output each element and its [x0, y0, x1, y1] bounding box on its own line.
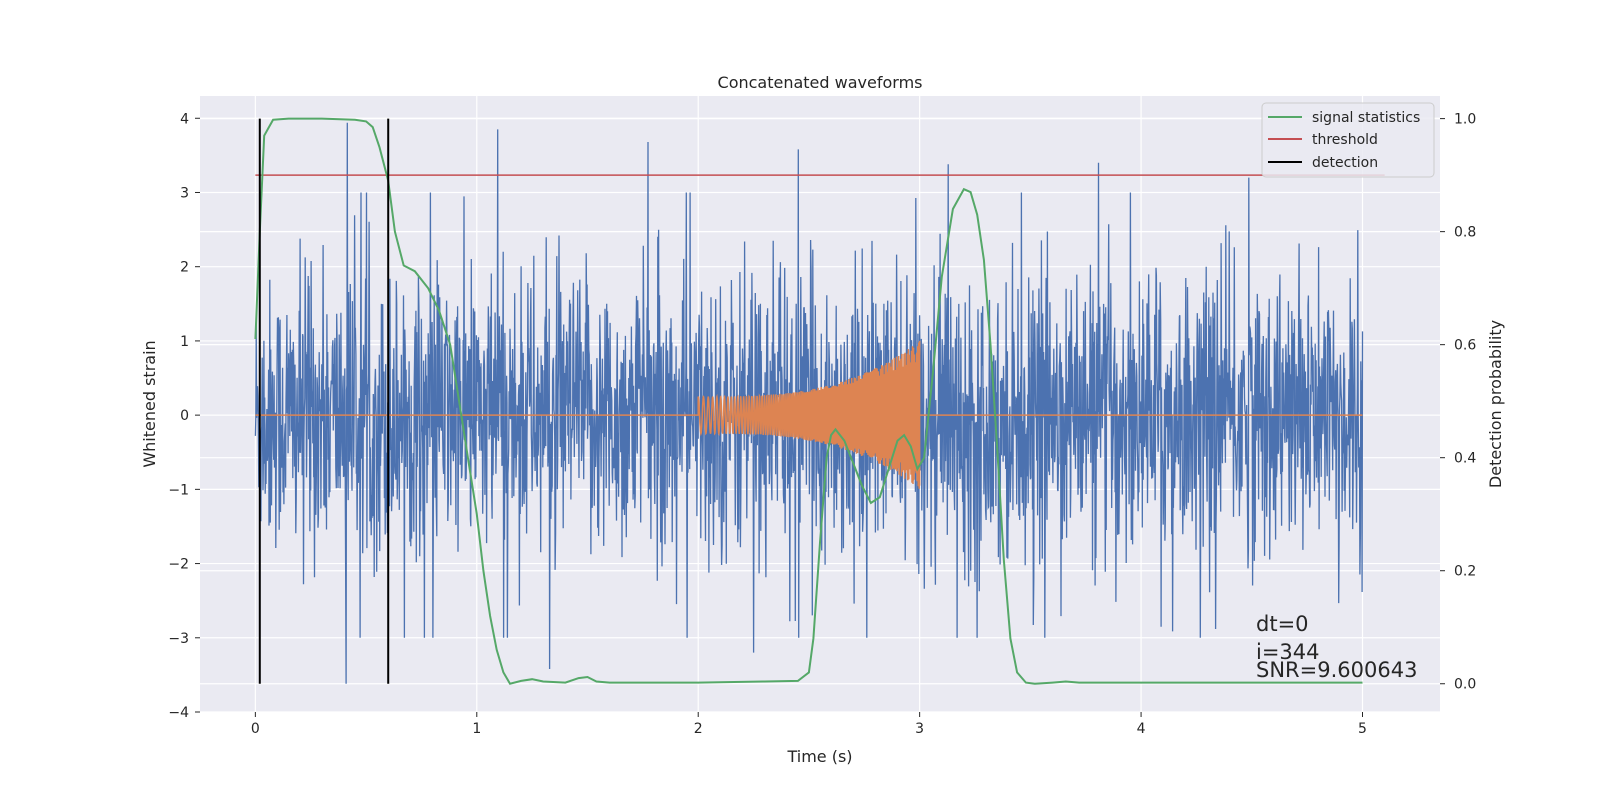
- y-left-tick-label: −4: [168, 705, 189, 721]
- x-tick-label: 0: [251, 721, 260, 737]
- y-right-tick-label: 1.0: [1454, 112, 1476, 128]
- y-left-tick-label: 1: [180, 334, 189, 350]
- axes: 0 1 2 3 4 5 4 3 2 1 0 −1 −2 −3 −4 1.0 0.8 0.6 0.4 0.2 0.0: [168, 111, 1476, 737]
- data-series: [254, 117, 1385, 685]
- annotation-snr: SNR=9.600643: [1256, 658, 1417, 682]
- y-left-tick-label: −3: [168, 631, 189, 647]
- legend-label-threshold: threshold: [1312, 132, 1378, 148]
- y-right-tick-label: 0.8: [1454, 225, 1476, 241]
- y-right-tick-label: 0.4: [1454, 451, 1476, 467]
- y-left-tick-label: 0: [180, 408, 189, 424]
- y-right-tick-label: 0.0: [1454, 677, 1476, 693]
- template-series: [255, 340, 1363, 489]
- y-left-tick-label: −1: [168, 482, 189, 498]
- legend: signal statistics threshold detection: [1261, 102, 1435, 178]
- y-left-tick-label: 3: [180, 185, 189, 201]
- annotation-index: i=344: [1256, 640, 1320, 664]
- x-tick-label: 5: [1358, 721, 1367, 737]
- chart-title: Concatenated waveforms: [718, 73, 923, 92]
- y-axis-left-label: Whitened strain: [140, 340, 159, 467]
- y-axis-right-label: Detection probability: [1486, 320, 1505, 488]
- y-right-tick-label: 0.2: [1454, 564, 1476, 580]
- annotation-dt: dt=0: [1256, 612, 1309, 636]
- signal-statistics-line: [254, 117, 1363, 685]
- legend-box: [1261, 102, 1435, 178]
- x-tick-label: 2: [694, 721, 703, 737]
- annotations: dt=0 i=344 SNR=9.600643: [1256, 612, 1417, 682]
- y-left-tick-label: 2: [180, 260, 189, 276]
- legend-label-detection: detection: [1312, 155, 1378, 171]
- y-left-tick-label: 4: [180, 111, 189, 127]
- legend-label-signal-statistics: signal statistics: [1312, 110, 1420, 126]
- y-left-tick-label: −2: [168, 557, 189, 573]
- x-tick-label: 1: [472, 721, 481, 737]
- y-right-tick-label: 0.6: [1454, 338, 1476, 354]
- x-axis-label: Time (s): [786, 747, 852, 766]
- x-tick-label: 3: [915, 721, 924, 737]
- x-tick-label: 4: [1137, 721, 1146, 737]
